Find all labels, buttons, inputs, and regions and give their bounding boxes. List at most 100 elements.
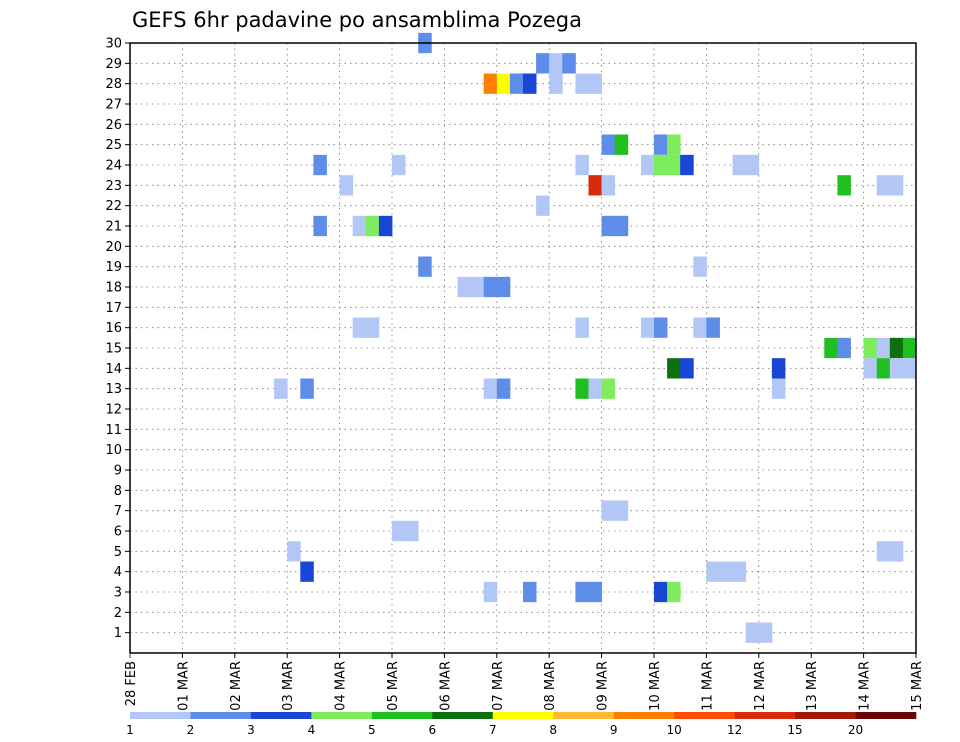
precip-cell [392, 520, 406, 542]
legend-label: 2 [187, 723, 195, 737]
legend-swatch [190, 712, 252, 719]
precip-cell [549, 73, 563, 94]
precip-cell [274, 378, 288, 399]
precip-cell [863, 337, 878, 359]
precip-cell [601, 175, 616, 196]
precip-cell [313, 154, 327, 176]
precip-cell [732, 561, 747, 582]
y-tick-label: 1 [114, 626, 122, 641]
y-tick-label: 22 [105, 199, 122, 214]
precip-cell [300, 378, 314, 399]
y-tick-label: 15 [105, 342, 122, 357]
legend-label: 4 [308, 723, 316, 737]
legend-label: 1 [126, 723, 134, 737]
precip-cell [771, 378, 786, 399]
precip-cell [614, 500, 629, 521]
y-tick-label: 8 [114, 484, 122, 499]
precip-cell [824, 337, 838, 359]
x-tick-label: 13 MAR [805, 661, 820, 711]
precip-cell [392, 154, 406, 176]
x-tick-label: 01 MAR [176, 661, 191, 711]
precip-cell [483, 73, 498, 94]
precip-cell [614, 215, 629, 237]
legend-swatch [371, 712, 433, 719]
precip-cell [352, 215, 367, 237]
legend-label: 8 [549, 723, 557, 737]
x-tick-label: 15 MAR [910, 661, 925, 711]
y-tick-label: 10 [105, 443, 122, 458]
y-tick-label: 5 [114, 545, 122, 560]
y-tick-label: 18 [105, 281, 122, 296]
y-tick-label: 21 [105, 220, 122, 235]
precip-cell [287, 541, 301, 562]
y-tick-label: 12 [105, 403, 122, 418]
precip-cell [771, 358, 786, 379]
y-tick-label: 26 [105, 118, 122, 133]
precip-cell [719, 561, 733, 582]
legend-swatch [855, 712, 917, 719]
x-tick-label: 05 MAR [386, 661, 401, 711]
precip-cell [588, 581, 602, 603]
precip-cell [863, 358, 878, 379]
x-tick-label: 08 MAR [543, 661, 558, 711]
grid [129, 42, 917, 653]
precip-cell [837, 337, 851, 359]
y-tick-label: 4 [114, 565, 122, 580]
y-tick-label: 25 [105, 138, 122, 153]
precip-cell [889, 358, 904, 379]
precip-cell [470, 276, 485, 298]
precip-cell [614, 134, 629, 155]
precip-cell [339, 175, 354, 196]
precip-cell [667, 154, 681, 176]
x-tick-label: 06 MAR [438, 661, 453, 711]
precip-cell [365, 317, 380, 338]
legend-swatch [432, 712, 494, 719]
precip-cell [902, 337, 917, 359]
y-tick-label: 29 [105, 57, 122, 72]
y-tick-label: 7 [114, 504, 122, 519]
legend-swatch [613, 712, 675, 719]
y-axis: 1234567891011121314151617181920212223242… [105, 37, 130, 641]
precip-cell [601, 500, 616, 521]
precip-cell [837, 175, 851, 196]
x-tick-label: 02 MAR [229, 661, 244, 711]
precip-cell [640, 317, 655, 338]
y-tick-label: 3 [114, 586, 122, 601]
precip-cell [876, 541, 891, 562]
precip-cell [575, 378, 589, 399]
precip-cell [680, 358, 694, 379]
precip-cell [745, 154, 760, 176]
data-cells [274, 32, 917, 643]
x-tick-label: 07 MAR [491, 661, 506, 711]
legend-swatch [250, 712, 312, 719]
legend-label: 5 [368, 723, 376, 737]
precip-cell [654, 317, 668, 338]
legend-swatch [492, 712, 554, 719]
x-tick-label: 28 FEB [124, 661, 139, 706]
precip-cell [601, 378, 616, 399]
precip-cell [588, 175, 602, 196]
precip-cell [876, 175, 891, 196]
precip-cell [536, 195, 550, 216]
x-tick-label: 10 MAR [648, 661, 663, 711]
y-tick-label: 13 [105, 382, 122, 397]
precip-cell [483, 378, 498, 399]
precip-cell [876, 337, 891, 359]
precip-cell [536, 53, 550, 74]
precip-cell [654, 134, 668, 155]
precip-cell [601, 134, 616, 155]
y-tick-label: 24 [105, 159, 122, 174]
x-tick-label: 11 MAR [700, 661, 715, 711]
legend-label: 7 [489, 723, 497, 737]
legend-swatch [734, 712, 796, 719]
precip-cell [706, 561, 720, 582]
legend-swatch [130, 712, 191, 719]
x-tick-label: 04 MAR [334, 661, 349, 711]
precip-cell [601, 215, 616, 237]
precip-cell [902, 358, 917, 379]
legend-label: 3 [247, 723, 255, 737]
precip-cell [496, 73, 511, 94]
precip-cell [457, 276, 471, 298]
legend-swatch [795, 712, 856, 719]
